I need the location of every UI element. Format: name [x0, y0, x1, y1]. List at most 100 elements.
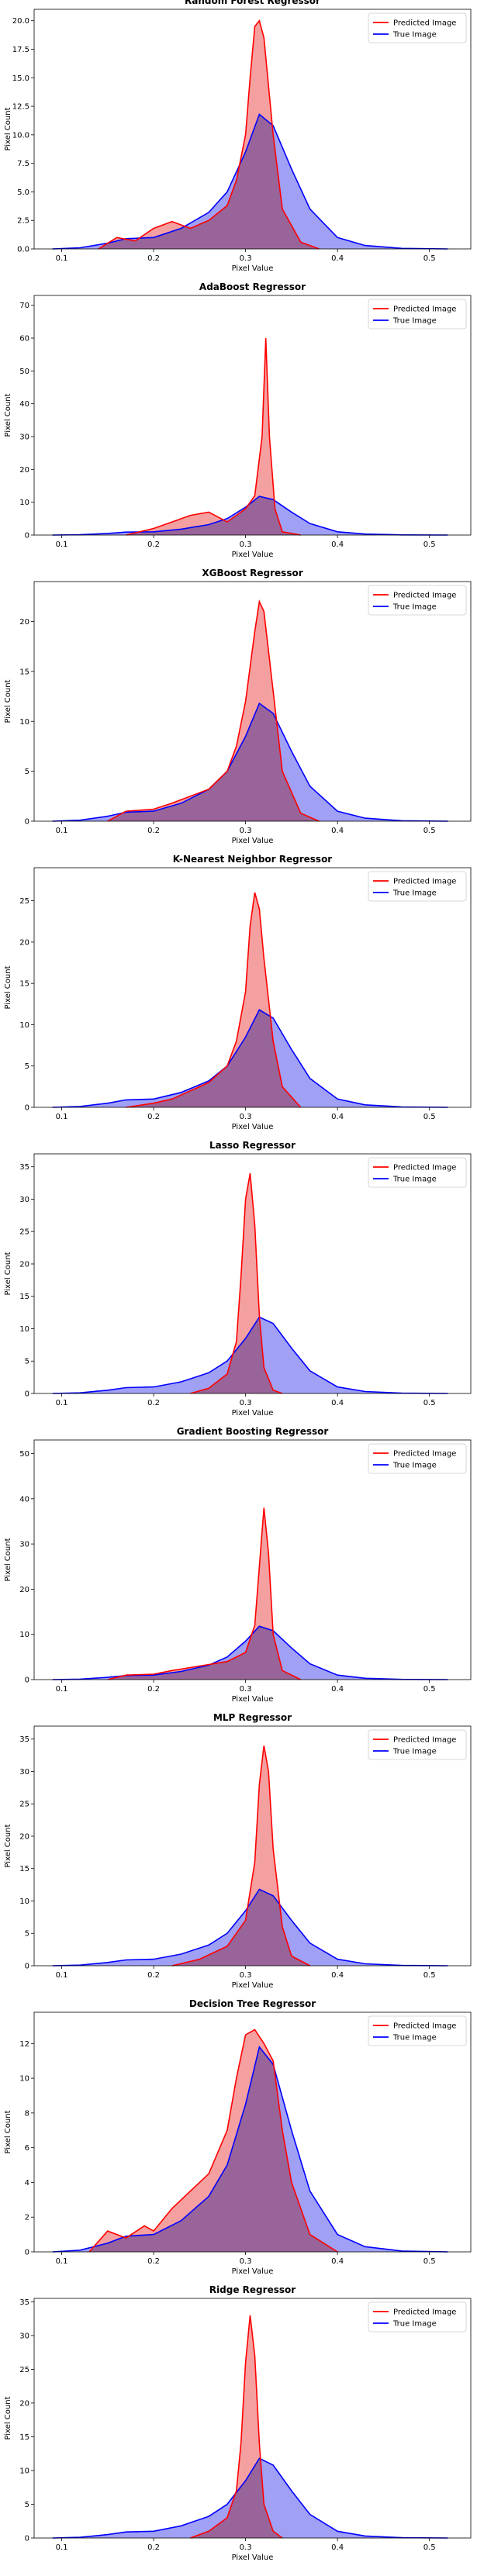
x-axis-label: Pixel Value [232, 264, 274, 273]
chart-panel-9: 0.1 0.2 0.3 0.4 0.5 0 5 10 15 20 25 30 35 Ridge Regre… [4, 2284, 472, 2562]
axes-frame [33, 9, 472, 250]
chart-title: AdaBoost Regressor [199, 281, 306, 292]
y-tick-label: 12 [19, 2040, 29, 2049]
chart-panel-7: 0.1 0.2 0.3 0.4 0.5 0 5 10 15 20 25 30 35 MLP Regress… [4, 1712, 472, 1990]
y-tick-label: 35 [19, 2298, 29, 2307]
axes-frame [33, 295, 472, 536]
predicted-image-area [89, 2029, 338, 2252]
x-tick-label: 0.4 [331, 1113, 344, 1121]
legend-label: Predicted Image [393, 1450, 456, 1459]
predicted-image-line [171, 1745, 310, 1967]
y-tick-label: 50 [19, 1450, 29, 1459]
x-tick-label: 0.2 [147, 1971, 160, 1980]
y-tick-label: 10 [19, 2467, 29, 2475]
y-tick-label: 20 [19, 1586, 29, 1594]
legend-label: Predicted Image [393, 19, 456, 28]
x-tick-label: 0.1 [56, 540, 68, 549]
y-tick-label: 10 [19, 1021, 29, 1030]
legend-box [368, 299, 467, 330]
x-tick-label: 0.1 [56, 2257, 68, 2266]
x-tick-label: 0.3 [240, 827, 252, 835]
true-image-line [52, 1009, 448, 1108]
x-tick-label: 0.5 [423, 1685, 436, 1694]
true-image-line [52, 2457, 448, 2539]
y-axis-label: Pixel Count [4, 1252, 12, 1295]
x-axis-label: Pixel Value [232, 1981, 274, 1990]
y-tick-label: 2.5 [17, 217, 29, 226]
legend-label: True Image [392, 1462, 437, 1470]
x-tick-label: 0.5 [423, 540, 436, 549]
x-tick-label: 0.2 [147, 2543, 160, 2552]
y-tick-label: 30 [19, 1541, 29, 1549]
legend-label: True Image [392, 1748, 437, 1756]
legend-box [368, 12, 467, 43]
predicted-image-area [99, 20, 320, 249]
chart-title: MLP Regressor [213, 1712, 292, 1723]
y-tick-label: 15 [19, 1293, 29, 1301]
x-tick-label: 0.2 [147, 254, 160, 263]
y-tick-label: 6 [25, 2144, 29, 2153]
x-tick-label: 0.3 [240, 2543, 252, 2552]
chart-title: Decision Tree Regressor [189, 1998, 316, 2009]
predicted-image-area [126, 338, 301, 535]
chart-title: K-Nearest Neighbor Regressor [173, 854, 333, 865]
legend: Predicted Image True Image [368, 585, 467, 616]
legend-label: True Image [392, 31, 437, 40]
predicted-image-area [190, 1173, 282, 1393]
predicted-image-line [190, 1172, 283, 1394]
y-axis-label: Pixel Count [4, 2396, 12, 2440]
legend-label: Predicted Image [393, 1164, 456, 1172]
true-image-line [52, 702, 448, 822]
y-tick-label: 15 [19, 2433, 29, 2442]
chart-title: Ridge Regressor [209, 2284, 296, 2295]
legend-box [368, 2301, 467, 2333]
x-tick-label: 0.1 [56, 827, 68, 835]
legend-box [368, 2015, 467, 2046]
chart-panel-5: 0.1 0.2 0.3 0.4 0.5 0 5 10 15 20 25 30 35 Lasso Regre… [4, 1140, 472, 1417]
chart-panel-4: 0.1 0.2 0.3 0.4 0.5 0 5 10 15 20 25 K-Nearest Neigh… [4, 854, 472, 1131]
legend: Predicted Image True Image [368, 1443, 467, 1474]
y-tick-label: 15 [19, 668, 29, 676]
x-tick-label: 0.1 [56, 254, 68, 263]
predicted-image-line [190, 2315, 283, 2539]
y-tick-label: 15 [19, 1865, 29, 1873]
y-tick-label: 10 [19, 1631, 29, 1639]
predicted-image-line [98, 19, 320, 250]
y-tick-label: 17.5 [12, 46, 29, 54]
x-axis-label: Pixel Value [232, 1123, 274, 1131]
x-axis-label: Pixel Value [232, 837, 274, 845]
y-tick-label: 0 [25, 1104, 29, 1113]
x-tick-label: 0.5 [423, 1113, 436, 1121]
y-tick-label: 40 [19, 1495, 29, 1504]
y-tick-label: 30 [19, 1196, 29, 1204]
y-tick-label: 35 [19, 1735, 29, 1744]
predicted-image-area [190, 2315, 282, 2538]
y-axis-label: Pixel Count [4, 679, 12, 723]
x-tick-label: 0.1 [56, 1971, 68, 1980]
y-tick-label: 0 [25, 1963, 29, 1971]
y-tick-label: 50 [19, 368, 29, 376]
true-image-line [52, 113, 448, 250]
chart-title: Lasso Regressor [209, 1140, 296, 1151]
y-tick-label: 5 [25, 2501, 29, 2509]
y-axis-label: Pixel Count [4, 107, 12, 150]
legend: Predicted Image True Image [368, 2015, 467, 2046]
legend: Predicted Image True Image [368, 1729, 467, 1760]
y-axis-label: Pixel Count [4, 965, 12, 1009]
x-tick-label: 0.2 [147, 540, 160, 549]
y-tick-label: 0 [25, 2535, 29, 2543]
x-tick-label: 0.4 [331, 1971, 344, 1980]
x-tick-label: 0.1 [56, 2543, 68, 2552]
y-tick-label: 0 [25, 1390, 29, 1399]
y-axis-label: Pixel Count [4, 1538, 12, 1581]
legend-label: True Image [392, 2034, 437, 2042]
y-tick-label: 5 [25, 1358, 29, 1366]
y-tick-label: 20 [19, 466, 29, 475]
predicted-image-line [126, 337, 301, 536]
y-tick-label: 15.0 [12, 74, 29, 83]
true-image-line [52, 1316, 448, 1394]
y-tick-label: 12.5 [12, 103, 29, 112]
true-image-line [52, 2046, 448, 2253]
legend: Predicted Image True Image [368, 299, 467, 330]
axes-frame [33, 2298, 472, 2539]
